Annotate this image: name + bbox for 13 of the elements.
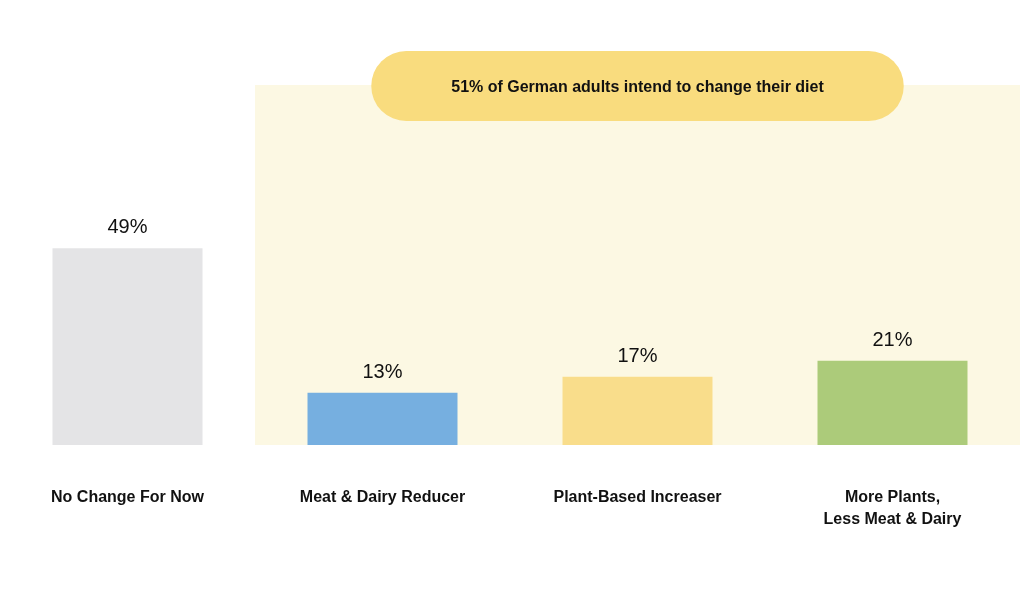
bar: [562, 376, 713, 445]
x-tick-label: Plant-Based Increaser: [553, 487, 722, 505]
bar: [307, 392, 458, 445]
data-label: 49%: [107, 215, 148, 238]
bar: [52, 248, 203, 445]
band-label: 51% of German adults intend to change their diet: [451, 77, 825, 95]
x-tick-label: More Plants, Less Meat & Dairy: [823, 487, 962, 527]
x-tick-label: No Change For Now: [51, 487, 205, 505]
data-label: 13%: [362, 359, 403, 382]
bar: [817, 360, 968, 445]
data-label: 21%: [872, 327, 913, 350]
data-label: 17%: [617, 343, 658, 366]
x-tick-label: Meat & Dairy Reducer: [299, 487, 466, 505]
